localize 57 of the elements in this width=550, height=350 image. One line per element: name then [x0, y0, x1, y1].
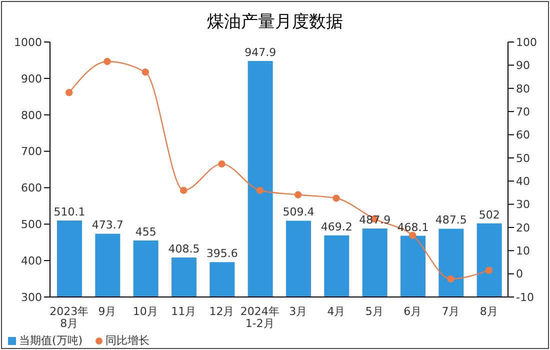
point: [485, 266, 493, 274]
y2-tick-label: -10: [516, 290, 534, 304]
x-tick-label: 11月: [171, 305, 196, 318]
data-label: 510.1: [54, 205, 86, 218]
x-tick-label: 3月: [289, 305, 308, 318]
data-label: 468.1: [397, 220, 429, 234]
y-tick-label: 600: [21, 182, 42, 195]
data-label: 487.5: [435, 214, 467, 227]
y-tick-label: 1000: [14, 36, 42, 49]
x-tick-label: 6月: [404, 305, 422, 318]
data-label: 473.7: [92, 218, 124, 232]
y-tick-label: 400: [21, 254, 42, 268]
x-tick-label: 9月: [98, 305, 116, 318]
y2-tick-label: 90: [516, 59, 530, 72]
data-label: 469.2: [320, 220, 352, 234]
y2-tick-label: 0: [516, 268, 523, 281]
y2-tick-label: 30: [516, 198, 530, 212]
x-tick-label: 5月: [365, 305, 384, 318]
x-tick-label: 8月: [480, 305, 498, 318]
point: [104, 58, 111, 66]
y2-tick-label: 70: [516, 105, 530, 118]
point: [408, 232, 416, 239]
point: [332, 194, 340, 202]
x-tick-label: 2023年 8月: [50, 305, 89, 330]
y-tick-label: 300: [21, 290, 42, 304]
point: [142, 68, 150, 76]
data-label: 502: [478, 208, 500, 222]
point: [447, 275, 454, 283]
point: [294, 191, 302, 198]
y-tick-label: 800: [21, 108, 42, 122]
data-label: 509.4: [282, 206, 314, 219]
x-tick-label: 2024年 1-2月: [240, 305, 280, 330]
data-label: 947.9: [244, 46, 276, 59]
data-label: 455: [135, 226, 156, 239]
y2-tick-label: 40: [516, 174, 530, 188]
y-tick-label: 900: [21, 72, 42, 86]
point: [65, 88, 73, 96]
y2-tick-label: 100: [516, 36, 537, 49]
point: [180, 186, 188, 194]
x-tick-label: 12月: [209, 305, 234, 318]
legend-label: 当期值(万吨): [18, 333, 83, 348]
legend-label: 同比增长: [104, 333, 150, 348]
y-tick-label: 700: [21, 145, 42, 158]
y2-tick-label: 10: [516, 244, 530, 258]
y2-tick-label: 60: [516, 128, 530, 142]
x-tick-label: 7月: [442, 305, 460, 318]
data-label: 408.5: [168, 242, 200, 256]
point: [218, 160, 226, 168]
chart-title: 煤油产量月度数据: [206, 11, 344, 34]
y2-tick-label: 20: [516, 221, 530, 234]
y2-tick-label: 50: [516, 152, 530, 165]
y-tick-label: 500: [21, 218, 42, 232]
point: [256, 186, 264, 194]
y2-tick-label: 80: [516, 82, 530, 96]
data-label: 395.6: [206, 247, 238, 260]
x-tick-label: 4月: [327, 305, 346, 318]
x-tick-label: 10月: [132, 305, 158, 318]
